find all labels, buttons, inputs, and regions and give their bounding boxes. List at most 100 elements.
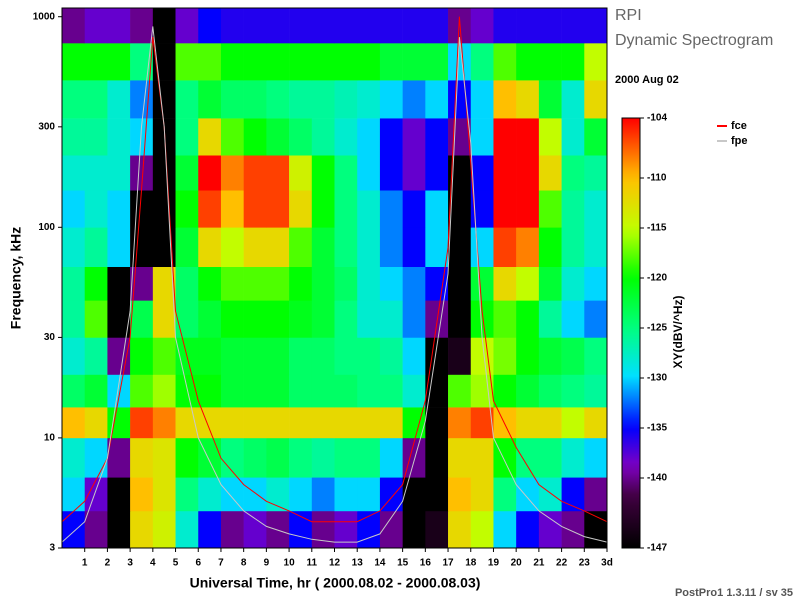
y-tick-label: 300 bbox=[38, 121, 55, 132]
heatmap-cell bbox=[561, 190, 585, 228]
heatmap-cell bbox=[84, 155, 108, 191]
heatmap-cell bbox=[152, 477, 176, 512]
heatmap-cell bbox=[448, 437, 472, 478]
x-tick-label: 17 bbox=[442, 558, 454, 569]
heatmap-cell bbox=[584, 300, 608, 338]
heatmap-cell bbox=[311, 43, 335, 81]
heatmap-cell bbox=[470, 407, 494, 439]
heatmap-cell bbox=[107, 510, 131, 549]
heatmap-cell bbox=[175, 80, 199, 119]
y-tick-label: 3 bbox=[49, 543, 55, 554]
heatmap-cell bbox=[357, 300, 381, 338]
heatmap-cell bbox=[311, 227, 335, 268]
heatmap-cell bbox=[84, 266, 108, 301]
heatmap-cell bbox=[402, 227, 426, 268]
heatmap-cell bbox=[130, 118, 154, 156]
heatmap-cell bbox=[130, 266, 154, 301]
heatmap-cell bbox=[538, 43, 562, 81]
heatmap-cell bbox=[357, 477, 381, 512]
heatmap-cell bbox=[357, 437, 381, 478]
heatmap-cell bbox=[584, 477, 608, 512]
heatmap-cell bbox=[130, 374, 154, 408]
heatmap-cell bbox=[198, 437, 222, 478]
heatmap-cell bbox=[379, 300, 403, 338]
heatmap-cell bbox=[289, 227, 313, 268]
heatmap-cell bbox=[402, 337, 426, 375]
heatmap-cell bbox=[538, 266, 562, 301]
heatmap-cell bbox=[448, 510, 472, 549]
heatmap-cell bbox=[84, 8, 108, 44]
heatmap-cell bbox=[448, 300, 472, 338]
heatmap-cell bbox=[357, 155, 381, 191]
heatmap-cell bbox=[516, 80, 540, 119]
heatmap-cell bbox=[243, 43, 267, 81]
heatmap-cell bbox=[584, 337, 608, 375]
heatmap-cell bbox=[243, 80, 267, 119]
heatmap-cell bbox=[220, 227, 244, 268]
heatmap-cell bbox=[357, 43, 381, 81]
heatmap-cell bbox=[516, 266, 540, 301]
chart-title: RPI bbox=[615, 7, 642, 24]
heatmap-cell bbox=[425, 227, 449, 268]
heatmap-cell bbox=[311, 374, 335, 408]
heatmap-cell bbox=[561, 374, 585, 408]
heatmap-cell bbox=[152, 190, 176, 228]
heatmap-cell bbox=[62, 227, 86, 268]
heatmap-cell bbox=[493, 437, 517, 478]
heatmap-cell bbox=[266, 80, 290, 119]
heatmap-cell bbox=[334, 374, 358, 408]
heatmap-cell bbox=[538, 374, 562, 408]
heatmap-cell bbox=[84, 300, 108, 338]
heatmap-cell bbox=[334, 300, 358, 338]
heatmap-cell bbox=[448, 190, 472, 228]
heatmap-cell bbox=[334, 407, 358, 439]
heatmap-cell bbox=[425, 437, 449, 478]
heatmap-cell bbox=[289, 437, 313, 478]
heatmap-cell bbox=[470, 80, 494, 119]
x-tick-label: 19 bbox=[488, 558, 500, 569]
heatmap-cell bbox=[198, 300, 222, 338]
heatmap-cell bbox=[220, 118, 244, 156]
heatmap-cell bbox=[470, 374, 494, 408]
heatmap-cell bbox=[62, 407, 86, 439]
heatmap-cell bbox=[62, 190, 86, 228]
heatmap-cell bbox=[130, 190, 154, 228]
heatmap-cell bbox=[538, 190, 562, 228]
x-tick-label: 18 bbox=[465, 558, 477, 569]
heatmap-cell bbox=[538, 80, 562, 119]
heatmap-cell bbox=[62, 155, 86, 191]
heatmap-cell bbox=[357, 80, 381, 119]
colorbar-tick-label: -130 bbox=[647, 373, 667, 384]
heatmap-cell bbox=[334, 80, 358, 119]
heatmap-cell bbox=[493, 227, 517, 268]
heatmap-cell bbox=[493, 266, 517, 301]
heatmap-cell bbox=[584, 43, 608, 81]
heatmap-cell bbox=[84, 477, 108, 512]
x-tick-label: 10 bbox=[284, 558, 296, 569]
heatmap-cell bbox=[243, 510, 267, 549]
heatmap-cell bbox=[289, 407, 313, 439]
heatmap-cell bbox=[152, 407, 176, 439]
heatmap-cell bbox=[198, 510, 222, 549]
heatmap-cell bbox=[243, 8, 267, 44]
heatmap-cell bbox=[493, 337, 517, 375]
heatmap-cell bbox=[379, 43, 403, 81]
heatmap-cell bbox=[175, 43, 199, 81]
colorbar bbox=[621, 117, 641, 549]
colorbar-tick-label: -104 bbox=[647, 113, 667, 124]
heatmap-cell bbox=[266, 227, 290, 268]
heatmap-cell bbox=[175, 118, 199, 156]
heatmap-cell bbox=[584, 266, 608, 301]
heatmap-cell bbox=[561, 300, 585, 338]
heatmap-cell bbox=[130, 477, 154, 512]
heatmap-cell bbox=[561, 437, 585, 478]
x-tick-label: 1 bbox=[82, 558, 88, 569]
heatmap-cell bbox=[584, 8, 608, 44]
heatmap-cell bbox=[220, 8, 244, 44]
heatmap-cell bbox=[311, 266, 335, 301]
heatmap-cell bbox=[220, 510, 244, 549]
heatmap-cell bbox=[425, 337, 449, 375]
heatmap-cell bbox=[175, 155, 199, 191]
heatmap-cell bbox=[379, 477, 403, 512]
